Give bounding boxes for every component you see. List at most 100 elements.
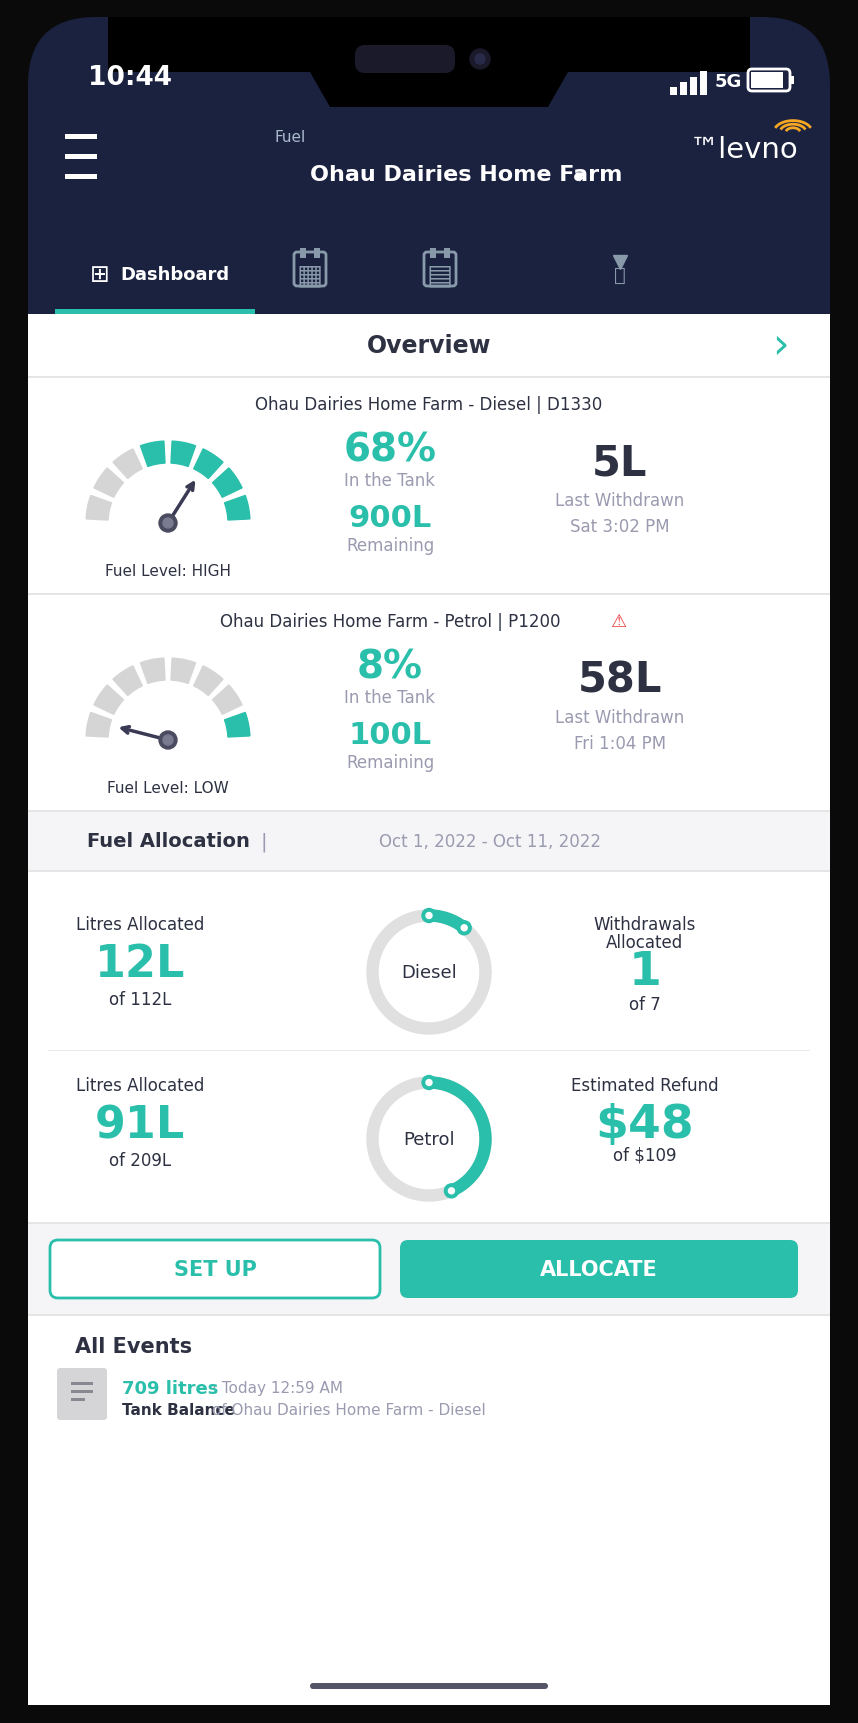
Text: Fri 1:04 PM: Fri 1:04 PM [574, 734, 666, 753]
Circle shape [422, 910, 436, 924]
Text: of $109: of $109 [613, 1146, 677, 1165]
FancyBboxPatch shape [50, 1241, 380, 1297]
Text: Fuel Allocation: Fuel Allocation [88, 832, 250, 851]
Polygon shape [367, 1077, 491, 1201]
Bar [28, 315, 830, 377]
Text: 8%: 8% [357, 648, 423, 686]
Circle shape [475, 55, 485, 65]
Bar [28, 315, 830, 1706]
Text: Fuel: Fuel [275, 129, 305, 145]
Text: Allocated: Allocated [607, 934, 684, 951]
Text: 🔔: 🔔 [614, 265, 625, 284]
Bar [28, 813, 830, 870]
Bar [28, 1222, 830, 1225]
Text: ▾: ▾ [575, 167, 585, 186]
Text: Fuel Level: HIGH: Fuel Level: HIGH [105, 563, 231, 579]
Text: Petrol: Petrol [403, 1130, 455, 1148]
Text: Withdrawals: Withdrawals [594, 915, 696, 934]
Text: $48: $48 [595, 1103, 694, 1148]
Bar [700, 72, 707, 96]
Polygon shape [194, 450, 223, 479]
Bar [751, 72, 783, 90]
Bar [790, 78, 794, 84]
Circle shape [470, 50, 490, 71]
Text: ▦: ▦ [297, 260, 323, 289]
Polygon shape [429, 910, 468, 932]
Bar [65, 155, 97, 160]
Polygon shape [225, 496, 250, 520]
Bar [430, 248, 436, 258]
Polygon shape [213, 686, 242, 715]
Text: All Events: All Events [75, 1337, 192, 1356]
FancyBboxPatch shape [310, 1683, 548, 1689]
Polygon shape [141, 441, 165, 467]
Circle shape [159, 732, 177, 750]
Bar [71, 1390, 93, 1394]
Text: Oct 1, 2022 - Oct 11, 2022: Oct 1, 2022 - Oct 11, 2022 [379, 832, 601, 851]
Circle shape [163, 519, 173, 529]
Polygon shape [171, 658, 196, 684]
Text: ⊞: ⊞ [90, 264, 110, 286]
Polygon shape [213, 469, 242, 498]
Text: ⚠: ⚠ [610, 613, 626, 631]
Bar [670, 88, 677, 96]
Circle shape [422, 1075, 436, 1091]
Bar [300, 248, 306, 258]
Bar [444, 248, 450, 258]
Polygon shape [113, 450, 142, 479]
Bar [28, 594, 830, 596]
Bar [28, 872, 830, 1222]
Text: 68%: 68% [343, 432, 437, 470]
Polygon shape [94, 469, 124, 498]
Text: Last Withdrawn: Last Withdrawn [555, 491, 685, 510]
Text: Remaining: Remaining [346, 753, 434, 772]
Text: · Today 12:59 AM: · Today 12:59 AM [212, 1380, 343, 1396]
Text: ▤: ▤ [427, 260, 453, 289]
Text: Ohau Dairies Home Farm - Diesel | D1330: Ohau Dairies Home Farm - Diesel | D1330 [256, 396, 602, 414]
Polygon shape [367, 910, 491, 1034]
Text: 5L: 5L [592, 443, 648, 484]
Text: 10:44: 10:44 [88, 65, 172, 91]
Text: 58L: 58L [577, 660, 662, 701]
Bar [65, 134, 97, 140]
Polygon shape [94, 686, 124, 715]
Text: SET UP: SET UP [173, 1260, 257, 1278]
Text: Dashboard: Dashboard [120, 265, 230, 284]
Bar [314, 248, 320, 258]
Text: 900L: 900L [348, 505, 432, 532]
Bar [28, 596, 830, 810]
Text: Tank Balance: Tank Balance [122, 1403, 235, 1418]
Circle shape [444, 1184, 458, 1197]
Text: Overview: Overview [366, 334, 492, 358]
Text: 91L: 91L [95, 1104, 185, 1148]
Bar [28, 810, 830, 813]
Polygon shape [225, 713, 250, 737]
Text: |: | [261, 832, 268, 851]
Polygon shape [194, 667, 223, 696]
Text: In the Tank: In the Tank [345, 689, 436, 706]
FancyBboxPatch shape [355, 47, 455, 74]
Text: Ohau Dairies Home Farm: Ohau Dairies Home Farm [310, 165, 622, 184]
Text: ALLOCATE: ALLOCATE [541, 1260, 658, 1278]
Bar [55, 310, 255, 315]
Circle shape [462, 925, 468, 930]
FancyBboxPatch shape [400, 1241, 798, 1297]
Text: of Ohau Dairies Home Farm - Diesel: of Ohau Dairies Home Farm - Diesel [207, 1403, 486, 1418]
Circle shape [426, 1080, 432, 1085]
Polygon shape [108, 17, 750, 109]
Text: Diesel: Diesel [402, 963, 456, 982]
FancyBboxPatch shape [28, 17, 830, 1706]
Text: Fuel Level: LOW: Fuel Level: LOW [107, 781, 229, 796]
Bar [28, 1315, 830, 1316]
Text: Litres Allocated: Litres Allocated [76, 1077, 204, 1094]
Text: 1: 1 [629, 949, 662, 994]
Circle shape [163, 736, 173, 746]
Text: Remaining: Remaining [346, 536, 434, 555]
Text: 709 litres: 709 litres [122, 1378, 219, 1397]
Text: of 7: of 7 [629, 996, 661, 1013]
Bar [28, 1225, 830, 1315]
Circle shape [159, 515, 177, 532]
Polygon shape [429, 1077, 491, 1196]
Circle shape [457, 922, 471, 936]
Text: ›: › [771, 326, 789, 367]
